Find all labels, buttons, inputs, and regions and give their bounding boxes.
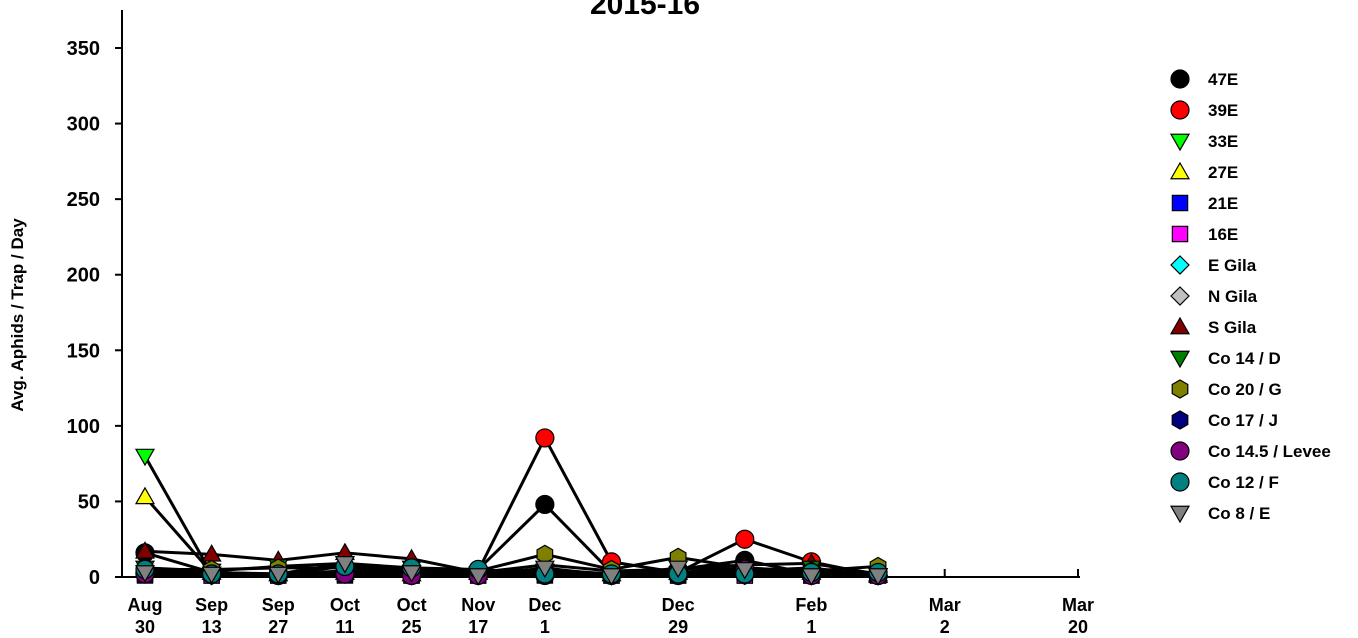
legend-label: Co 12 / F — [1208, 473, 1279, 492]
legend-item-33e: 33E — [1169, 132, 1238, 152]
x-axis-group: Aug 30 Sep 13 Sep 27 Oct 11 Oct 25 Nov 17 Dec 1 Dec 29 F… — [122, 569, 1094, 637]
point-27e — [134, 486, 156, 505]
legend-label: 39E — [1208, 101, 1238, 120]
legend-item-co-8-e: Co 8 / E — [1169, 504, 1270, 524]
series-line-s-gila — [144, 549, 879, 576]
legend-marker-27e — [1169, 161, 1191, 180]
chart-title: 2015-16 — [590, 0, 700, 21]
y-tick-label: 200 — [67, 265, 100, 287]
point-co-8-e — [334, 556, 355, 574]
series-line-39e — [144, 436, 879, 577]
x-tick-label: Sep 13 — [195, 595, 228, 637]
series-lines — [143, 436, 879, 577]
legend-marker-co-8-e — [1169, 505, 1191, 524]
point-33e — [134, 448, 156, 467]
x-tick-label: Aug 30 — [128, 595, 163, 637]
legend-label: Co 14 / D — [1208, 349, 1281, 368]
point-39e — [735, 529, 755, 549]
series-line-co-20-g — [145, 552, 879, 573]
y-ticks: 0 50 100 150 200 250 300 350 — [67, 38, 122, 589]
legend-label: 47E — [1208, 70, 1238, 89]
point-s-gila — [134, 541, 156, 559]
legend-item-39e: 39E — [1170, 100, 1238, 120]
legend-label: N Gila — [1208, 287, 1258, 306]
legend-marker-n-gila — [1170, 286, 1190, 306]
x-tick-label: Oct 25 — [397, 595, 427, 637]
point-co-8-e — [134, 565, 156, 583]
legend-marker-39e — [1170, 100, 1190, 120]
legend-marker-co-14-5-levee — [1170, 441, 1190, 461]
legend-item-16e: 16E — [1171, 225, 1238, 244]
y-axis-title: Avg. Aphids / Trap / Day — [8, 218, 27, 412]
point-co-8-e — [801, 568, 822, 586]
point-47e — [535, 494, 555, 515]
point-co-8-e — [401, 565, 422, 583]
point-co-8-e — [201, 566, 222, 585]
x-tick-label: Mar 20 — [1062, 595, 1094, 637]
legend-label: Co 17 / J — [1208, 411, 1278, 430]
legend-item-e-gila: E Gila — [1170, 255, 1257, 275]
point-co-8-e — [268, 566, 289, 585]
legend-marker-s-gila — [1169, 316, 1191, 335]
legend-item-27e: 27E — [1169, 161, 1238, 182]
point-co-8-e — [534, 560, 555, 579]
x-tick-label: Sep 27 — [262, 595, 295, 637]
point-co-8-e — [601, 568, 622, 586]
x-tick-label: Feb 1 — [795, 595, 827, 637]
legend-item-co-17-j: Co 17 / J — [1171, 410, 1278, 430]
legend-item-s-gila: S Gila — [1169, 316, 1257, 337]
legend-item-21e: 21E — [1171, 194, 1238, 213]
legend-item-co-20-g: Co 20 / G — [1171, 379, 1282, 399]
legend-marker-co-20-g — [1171, 379, 1189, 399]
legend-marker-16e — [1171, 225, 1189, 243]
legend-marker-co-17-j — [1171, 410, 1189, 430]
x-ticks: Aug 30 Sep 13 Sep 27 Oct 11 Oct 25 Nov 17 Dec 1 Dec 29 F… — [128, 569, 1094, 637]
series-line-co-8-e — [144, 561, 879, 577]
legend-label: 27E — [1208, 163, 1238, 182]
legend-marker-co-14-d — [1169, 350, 1191, 369]
legend-label: 33E — [1208, 132, 1238, 151]
y-tick-label: 350 — [67, 38, 100, 60]
legend-item-co-14-5-levee: Co 14.5 / Levee — [1170, 441, 1331, 461]
point-co-8-e — [734, 562, 755, 580]
point-co-8-e — [868, 568, 889, 586]
legend-marker-33e — [1169, 133, 1191, 152]
legend-label: Co 20 / G — [1208, 380, 1282, 399]
y-tick-label: 150 — [67, 340, 100, 362]
legend-marker-co-12-f — [1170, 472, 1190, 492]
legend-item-co-12-f: Co 12 / F — [1170, 472, 1279, 492]
x-tick-label: Oct 11 — [330, 595, 360, 637]
y-tick-label: 250 — [67, 189, 100, 211]
y-tick-label: 50 — [78, 491, 100, 513]
legend-marker-21e — [1171, 194, 1189, 212]
y-tick-label: 300 — [67, 114, 100, 136]
legend-label: S Gila — [1208, 318, 1257, 337]
x-tick-label: Dec 1 — [528, 595, 561, 637]
legend-marker-47e — [1170, 69, 1190, 89]
y-tick-label: 0 — [89, 567, 100, 589]
legend-marker-e-gila — [1170, 255, 1190, 275]
x-tick-label: Dec 29 — [662, 595, 695, 637]
legend-item-co-14-d: Co 14 / D — [1169, 349, 1281, 369]
point-co-8-e — [668, 560, 689, 579]
x-tick-label: Mar 2 — [929, 595, 961, 637]
legend-label: 16E — [1208, 225, 1238, 244]
y-tick-label: 100 — [67, 416, 100, 438]
legend-label: E Gila — [1208, 256, 1257, 275]
legend-item-47e: 47E — [1170, 69, 1238, 89]
x-tick-label: Nov 17 — [461, 595, 495, 637]
series-markers — [134, 428, 889, 586]
legend-item-n-gila: N Gila — [1170, 286, 1258, 306]
legend-label: Co 8 / E — [1208, 504, 1270, 523]
point-39e — [535, 428, 555, 448]
y-axis-group: 0 50 100 150 200 250 300 350 — [67, 10, 123, 589]
legend: 47E 39E 33E 27E 21E 16E E Gila N Gila S Gila Co 1… — [1169, 69, 1331, 524]
legend-label: Co 14.5 / Levee — [1208, 442, 1331, 461]
point-co-8-e — [468, 568, 489, 586]
legend-label: 21E — [1208, 194, 1238, 213]
